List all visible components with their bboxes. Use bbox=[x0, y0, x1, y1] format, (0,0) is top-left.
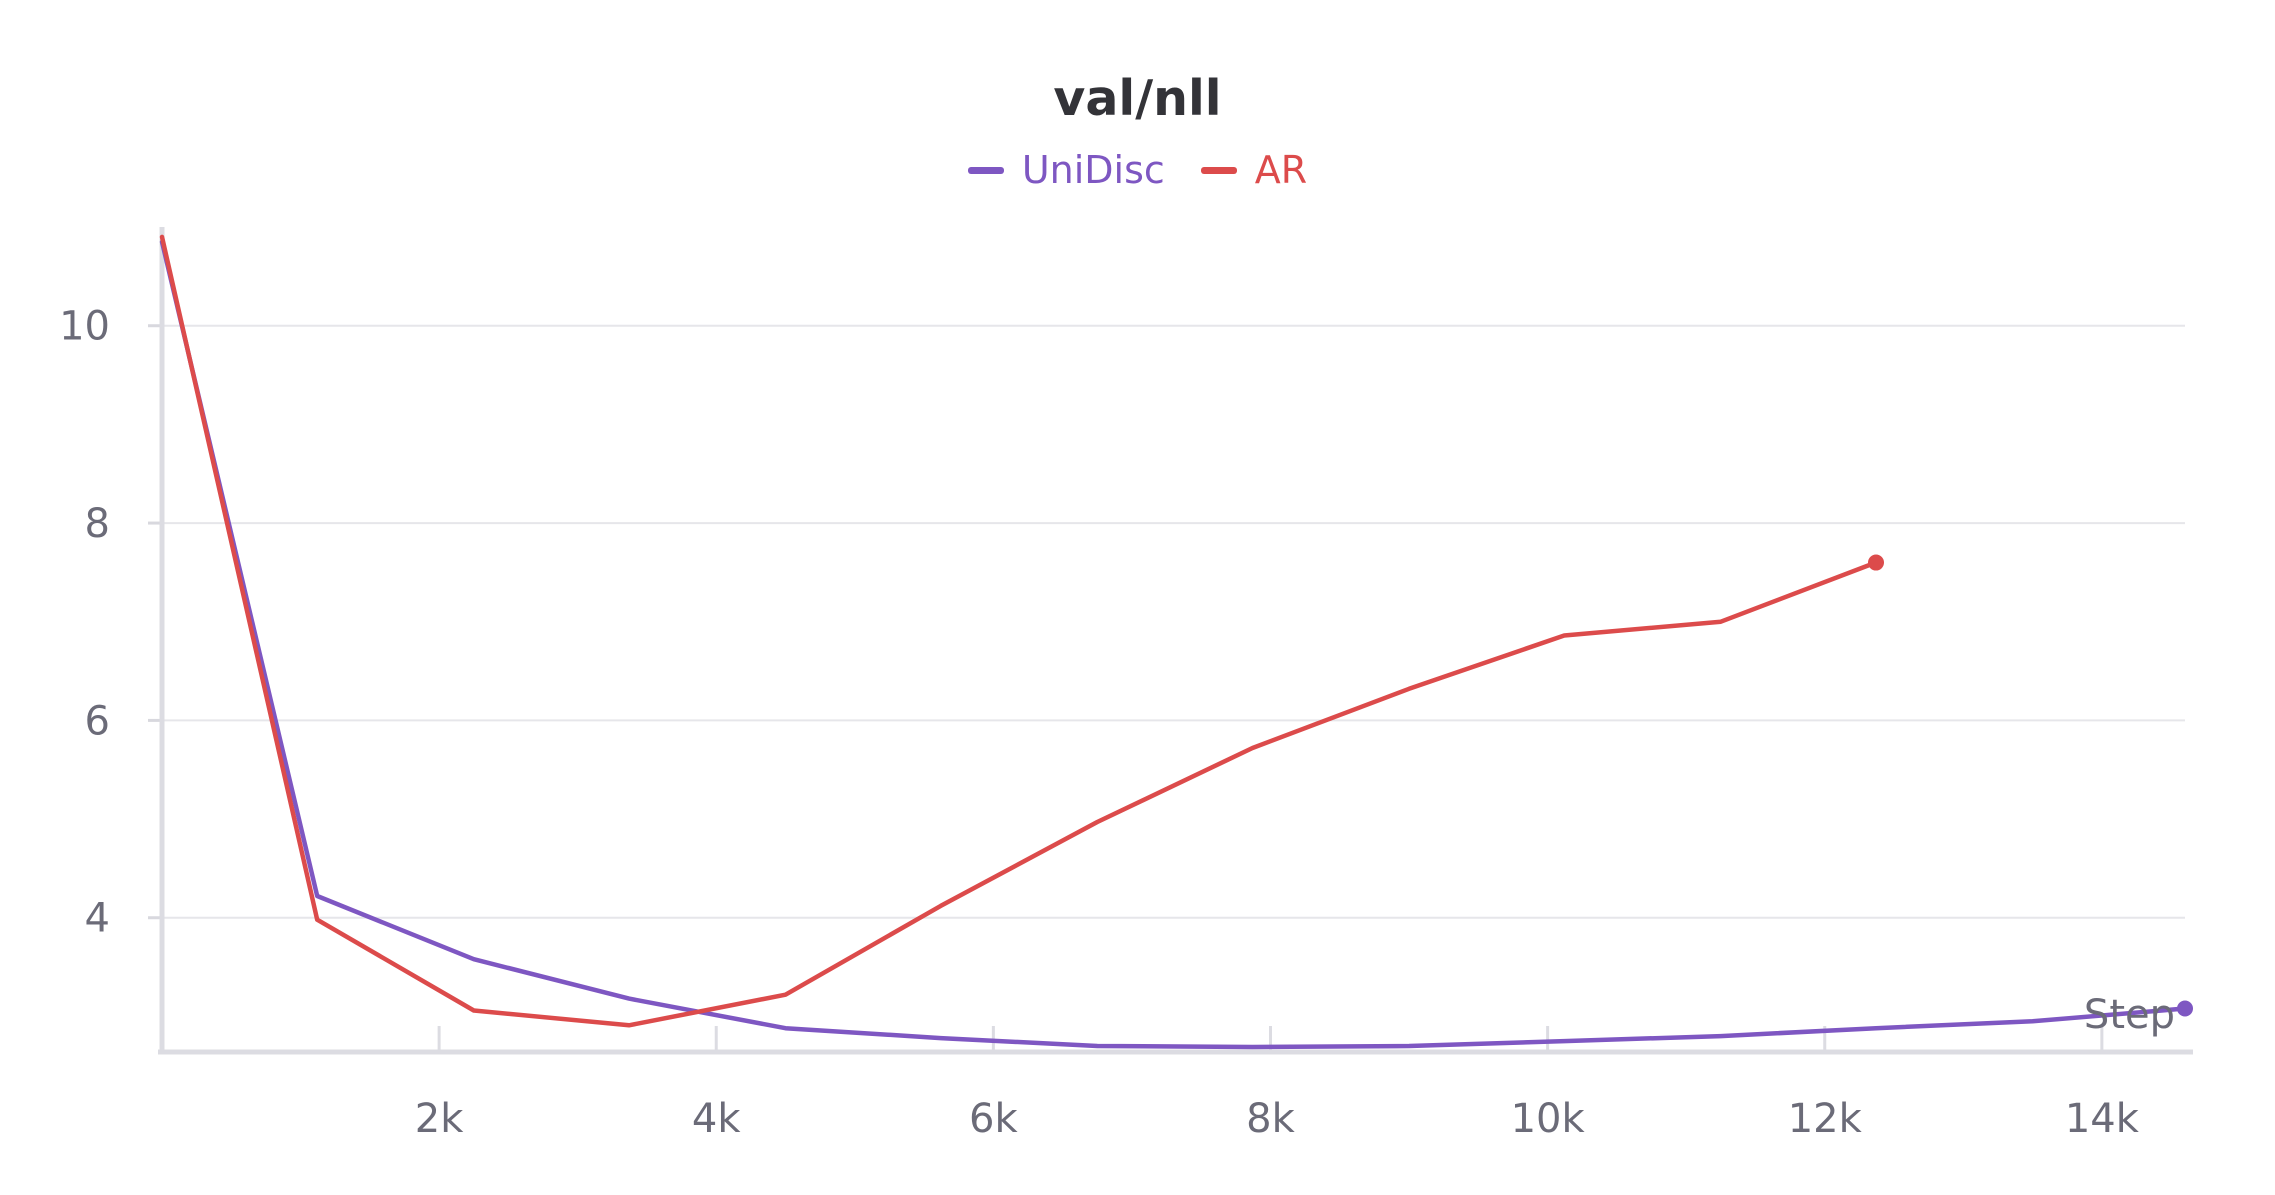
y-tick-label: 8 bbox=[85, 501, 110, 547]
grid-layer bbox=[162, 324, 2185, 919]
y-tick-label: 4 bbox=[85, 896, 110, 942]
y-tick-label: 10 bbox=[59, 304, 110, 350]
series-endpoint-ar[interactable] bbox=[1868, 554, 1885, 571]
series-line-unidisc[interactable] bbox=[159, 239, 2188, 1050]
legend-item-unidisc[interactable]: UniDisc bbox=[967, 148, 1165, 192]
x-tick-label: 8k bbox=[1246, 1096, 1295, 1142]
legend-item-ar[interactable]: AR bbox=[1200, 148, 1308, 192]
chart-title: val/nll bbox=[1053, 70, 1222, 127]
series-endpoint-unidisc[interactable] bbox=[2177, 1000, 2193, 1017]
x-tick-label: 12k bbox=[1788, 1096, 1863, 1142]
x-tick-label: 10k bbox=[1511, 1096, 1586, 1142]
series-layer bbox=[159, 234, 2193, 1050]
x-tick-label: 6k bbox=[969, 1096, 1018, 1142]
legend-swatch-ar bbox=[1200, 166, 1237, 174]
x-tick-label: 14k bbox=[2065, 1096, 2140, 1142]
legend-swatch-unidisc bbox=[967, 166, 1004, 174]
legend-label-unidisc: UniDisc bbox=[1021, 148, 1165, 192]
y-tick-label: 6 bbox=[85, 698, 110, 744]
x-tick-label: 4k bbox=[692, 1096, 741, 1142]
axis-layer: 4 6 8 10 2k 4k 6k 8k 10k 12k 14k bbox=[59, 227, 2193, 1142]
x-tick-label: 2k bbox=[415, 1096, 464, 1142]
x-axis-label: Step bbox=[2084, 992, 2175, 1038]
legend-label-ar: AR bbox=[1254, 148, 1308, 192]
series-line-ar[interactable] bbox=[159, 234, 1879, 1028]
legend: UniDisc AR bbox=[0, 148, 2275, 192]
